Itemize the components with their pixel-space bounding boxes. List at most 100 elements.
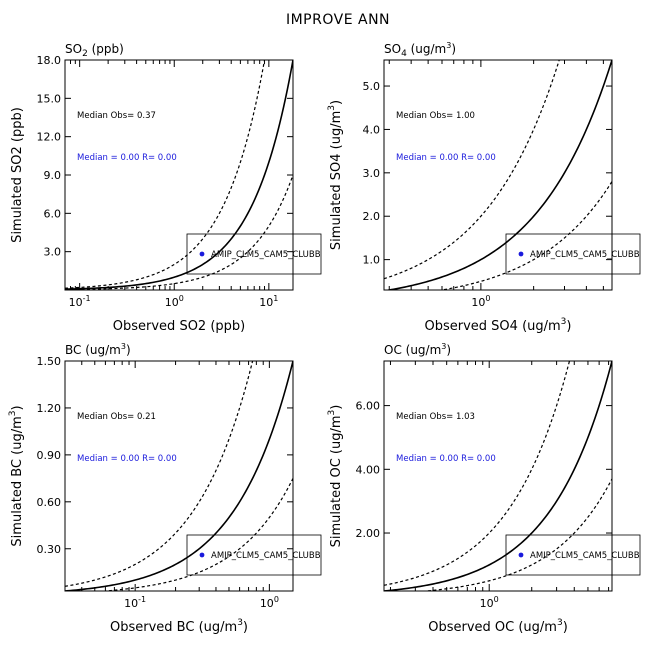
reference-lines [65,60,293,290]
x-tick-mantissa: 10 [480,597,494,610]
y-tick-label: 0.60 [37,496,62,509]
x-axis-label: Observed SO2 (ppb) [113,319,245,334]
plot-frame [383,360,613,592]
legend-label: AMIP_CLM5_CAM5_CLUBB [211,250,321,260]
one-to-one-line [384,60,612,290]
median-sim-text: Median = 0.00 R= 0.00 [77,153,177,163]
y-tick-label: 15.0 [37,92,62,105]
x-axis-label-superscript: 3 [237,618,243,628]
panel-title: SO2 (ppb) [65,42,124,59]
one-to-one-line [384,361,612,591]
x-axis-label-main: Observed SO4 (ug/m [425,319,561,334]
y-tick-label: 18.0 [37,54,62,67]
x-axis-label-superscript: 3 [557,618,563,628]
y-tick-label: 3.0 [44,246,62,259]
x-tick-label: 100 [165,294,184,309]
legend-box [505,233,641,275]
factor-upper-line [384,60,560,280]
y-tick-label: 1.20 [37,402,62,415]
reference-lines [384,60,612,290]
y-tick-label: 3.0 [363,167,381,180]
plot-frame [383,59,613,291]
y-tick-label: 2.00 [356,527,381,540]
x-tick-mantissa: 10 [165,296,179,309]
median-obs-text: Median Obs= 0.21 [77,412,156,422]
y-axis-label-superscript: 3 [8,411,18,417]
reference-lines [65,361,293,591]
legend-label: AMIP_CLM5_CAM5_CLUBB [530,250,640,260]
y-axis-label-tail: ) [329,100,344,105]
legend-label: AMIP_CLM5_CAM5_CLUBB [530,551,640,561]
x-axis-label: Observed BC (ug/m3) [110,618,248,635]
y-axis-label: Simulated BC (ug/m3) [8,405,25,546]
reference-lines [384,361,612,591]
panel-title-main: SO [65,42,82,56]
x-tick-exponent: 0 [485,294,490,303]
panel-title-rest: (ug/m [407,42,446,56]
x-tick-label: 100 [260,595,279,610]
y-axis-label-superscript: 3 [327,105,337,111]
y-axis-label: Simulated SO4 (ug/m3) [327,100,344,250]
panel-title-rest: (ug/m [81,343,120,357]
x-tick-exponent: 1 [273,294,278,303]
x-tick-exponent: -1 [83,294,91,303]
panel-title-subscript: 2 [82,49,88,59]
legend-marker [518,251,524,257]
y-tick-label: 5.0 [363,80,381,93]
panel-title-tail: ) [126,343,131,357]
legend-marker [199,251,205,257]
y-tick-label: 0.30 [37,543,62,556]
x-tick-exponent: 0 [179,294,184,303]
y-axis-label-main: Simulated OC (ug/m [329,415,344,547]
median-obs-text: Median Obs= 0.37 [77,111,156,121]
x-axis-label: Observed SO4 (ug/m3) [425,317,572,334]
legend-box [186,534,322,576]
legend-marker [199,552,205,558]
x-tick-mantissa: 10 [471,296,485,309]
x-axis-label: Observed OC (ug/m3) [428,618,568,635]
y-axis-label-tail: ) [329,405,344,410]
factor-lower-line [419,478,612,591]
panel-title-tail: ) [446,343,451,357]
panel-title-main: SO [384,42,401,56]
panel-title: SO4 (ug/m3) [384,41,456,59]
x-tick-exponent: 0 [274,595,279,604]
y-tick-label: 4.00 [356,463,381,476]
x-tick-exponent: 0 [494,595,499,604]
x-axis-label-main: Observed SO2 (ppb) [113,319,245,334]
y-axis-label-main: Simulated SO2 (ppb) [10,107,25,243]
factor-lower-line [97,478,293,591]
factor-upper-line [65,60,266,289]
legend-label: AMIP_CLM5_CAM5_CLUBB [211,551,321,561]
y-axis-label: Simulated OC (ug/m3) [327,405,344,548]
x-tick-mantissa: 10 [259,296,273,309]
x-tick-mantissa: 10 [260,597,274,610]
y-tick-label: 6.00 [356,400,381,413]
panel-title-tail: ) [451,42,456,56]
x-tick-label: 10-1 [69,294,91,309]
y-tick-label: 1.0 [363,254,381,267]
panel-title-subscript: 4 [401,49,407,59]
x-tick-label: 100 [480,595,499,610]
panel-title-main: BC [65,343,81,357]
plot-frame [64,360,294,592]
y-tick-label: 1.50 [37,355,62,368]
panel-title-main: OC [384,343,402,357]
x-tick-exponent: -1 [138,595,146,604]
factor-upper-line [384,361,571,586]
one-to-one-line [65,361,293,591]
y-axis-label: Simulated SO2 (ppb) [10,107,25,243]
x-axis-label-main: Observed OC (ug/m [428,620,557,635]
one-to-one-line [65,60,293,290]
y-tick-label: 6.0 [44,207,62,220]
y-tick-label: 12.0 [37,131,62,144]
x-axis-label-tail: ) [566,319,571,334]
y-axis-label-main: Simulated BC (ug/m [10,416,25,546]
x-tick-mantissa: 10 [69,296,83,309]
legend-box [186,233,322,275]
legend-box [505,534,641,576]
x-tick-label: 100 [471,294,490,309]
